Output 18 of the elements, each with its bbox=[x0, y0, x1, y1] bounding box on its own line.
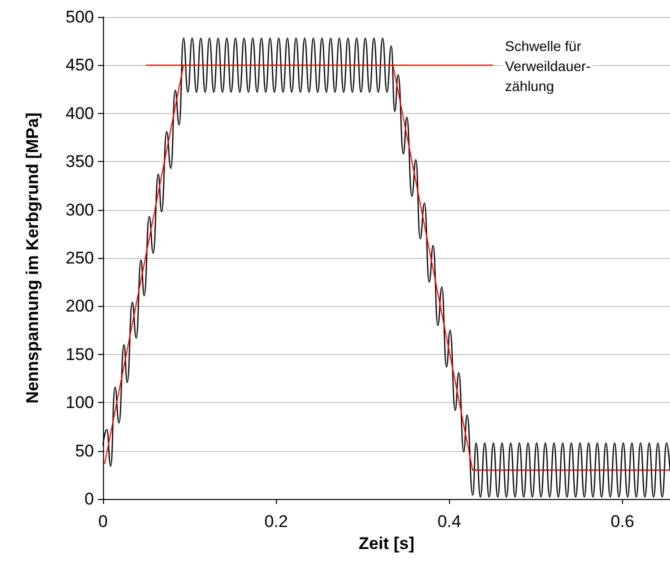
y-tick-label: 50 bbox=[75, 441, 94, 460]
y-tick-label: 150 bbox=[66, 344, 94, 364]
y-tick-label: 400 bbox=[66, 104, 94, 123]
y-tick-label: 350 bbox=[66, 152, 94, 172]
y-tick-label: 500 bbox=[66, 8, 94, 26]
x-axis-title: Zeit [s] bbox=[358, 534, 414, 553]
y-tick-label: 0 bbox=[84, 490, 94, 508]
y-tick-label: 250 bbox=[66, 248, 94, 268]
y-tick-label: 200 bbox=[66, 296, 94, 316]
x-tick-label: 0.6 bbox=[610, 512, 634, 531]
x-tick-label: 0 bbox=[98, 512, 108, 531]
annotation: Schwelle für Verweildauer- zählung bbox=[505, 38, 591, 94]
x-tick-label: 0.2 bbox=[264, 512, 288, 531]
y-tick-label: 300 bbox=[66, 200, 94, 220]
x-tick-label: 0.4 bbox=[437, 512, 462, 531]
y-tick-label: 450 bbox=[66, 56, 94, 75]
y-axis-title: Nennspannung im Kerbgrund [MPa] bbox=[23, 112, 42, 404]
y-tick-label: 100 bbox=[66, 393, 94, 412]
